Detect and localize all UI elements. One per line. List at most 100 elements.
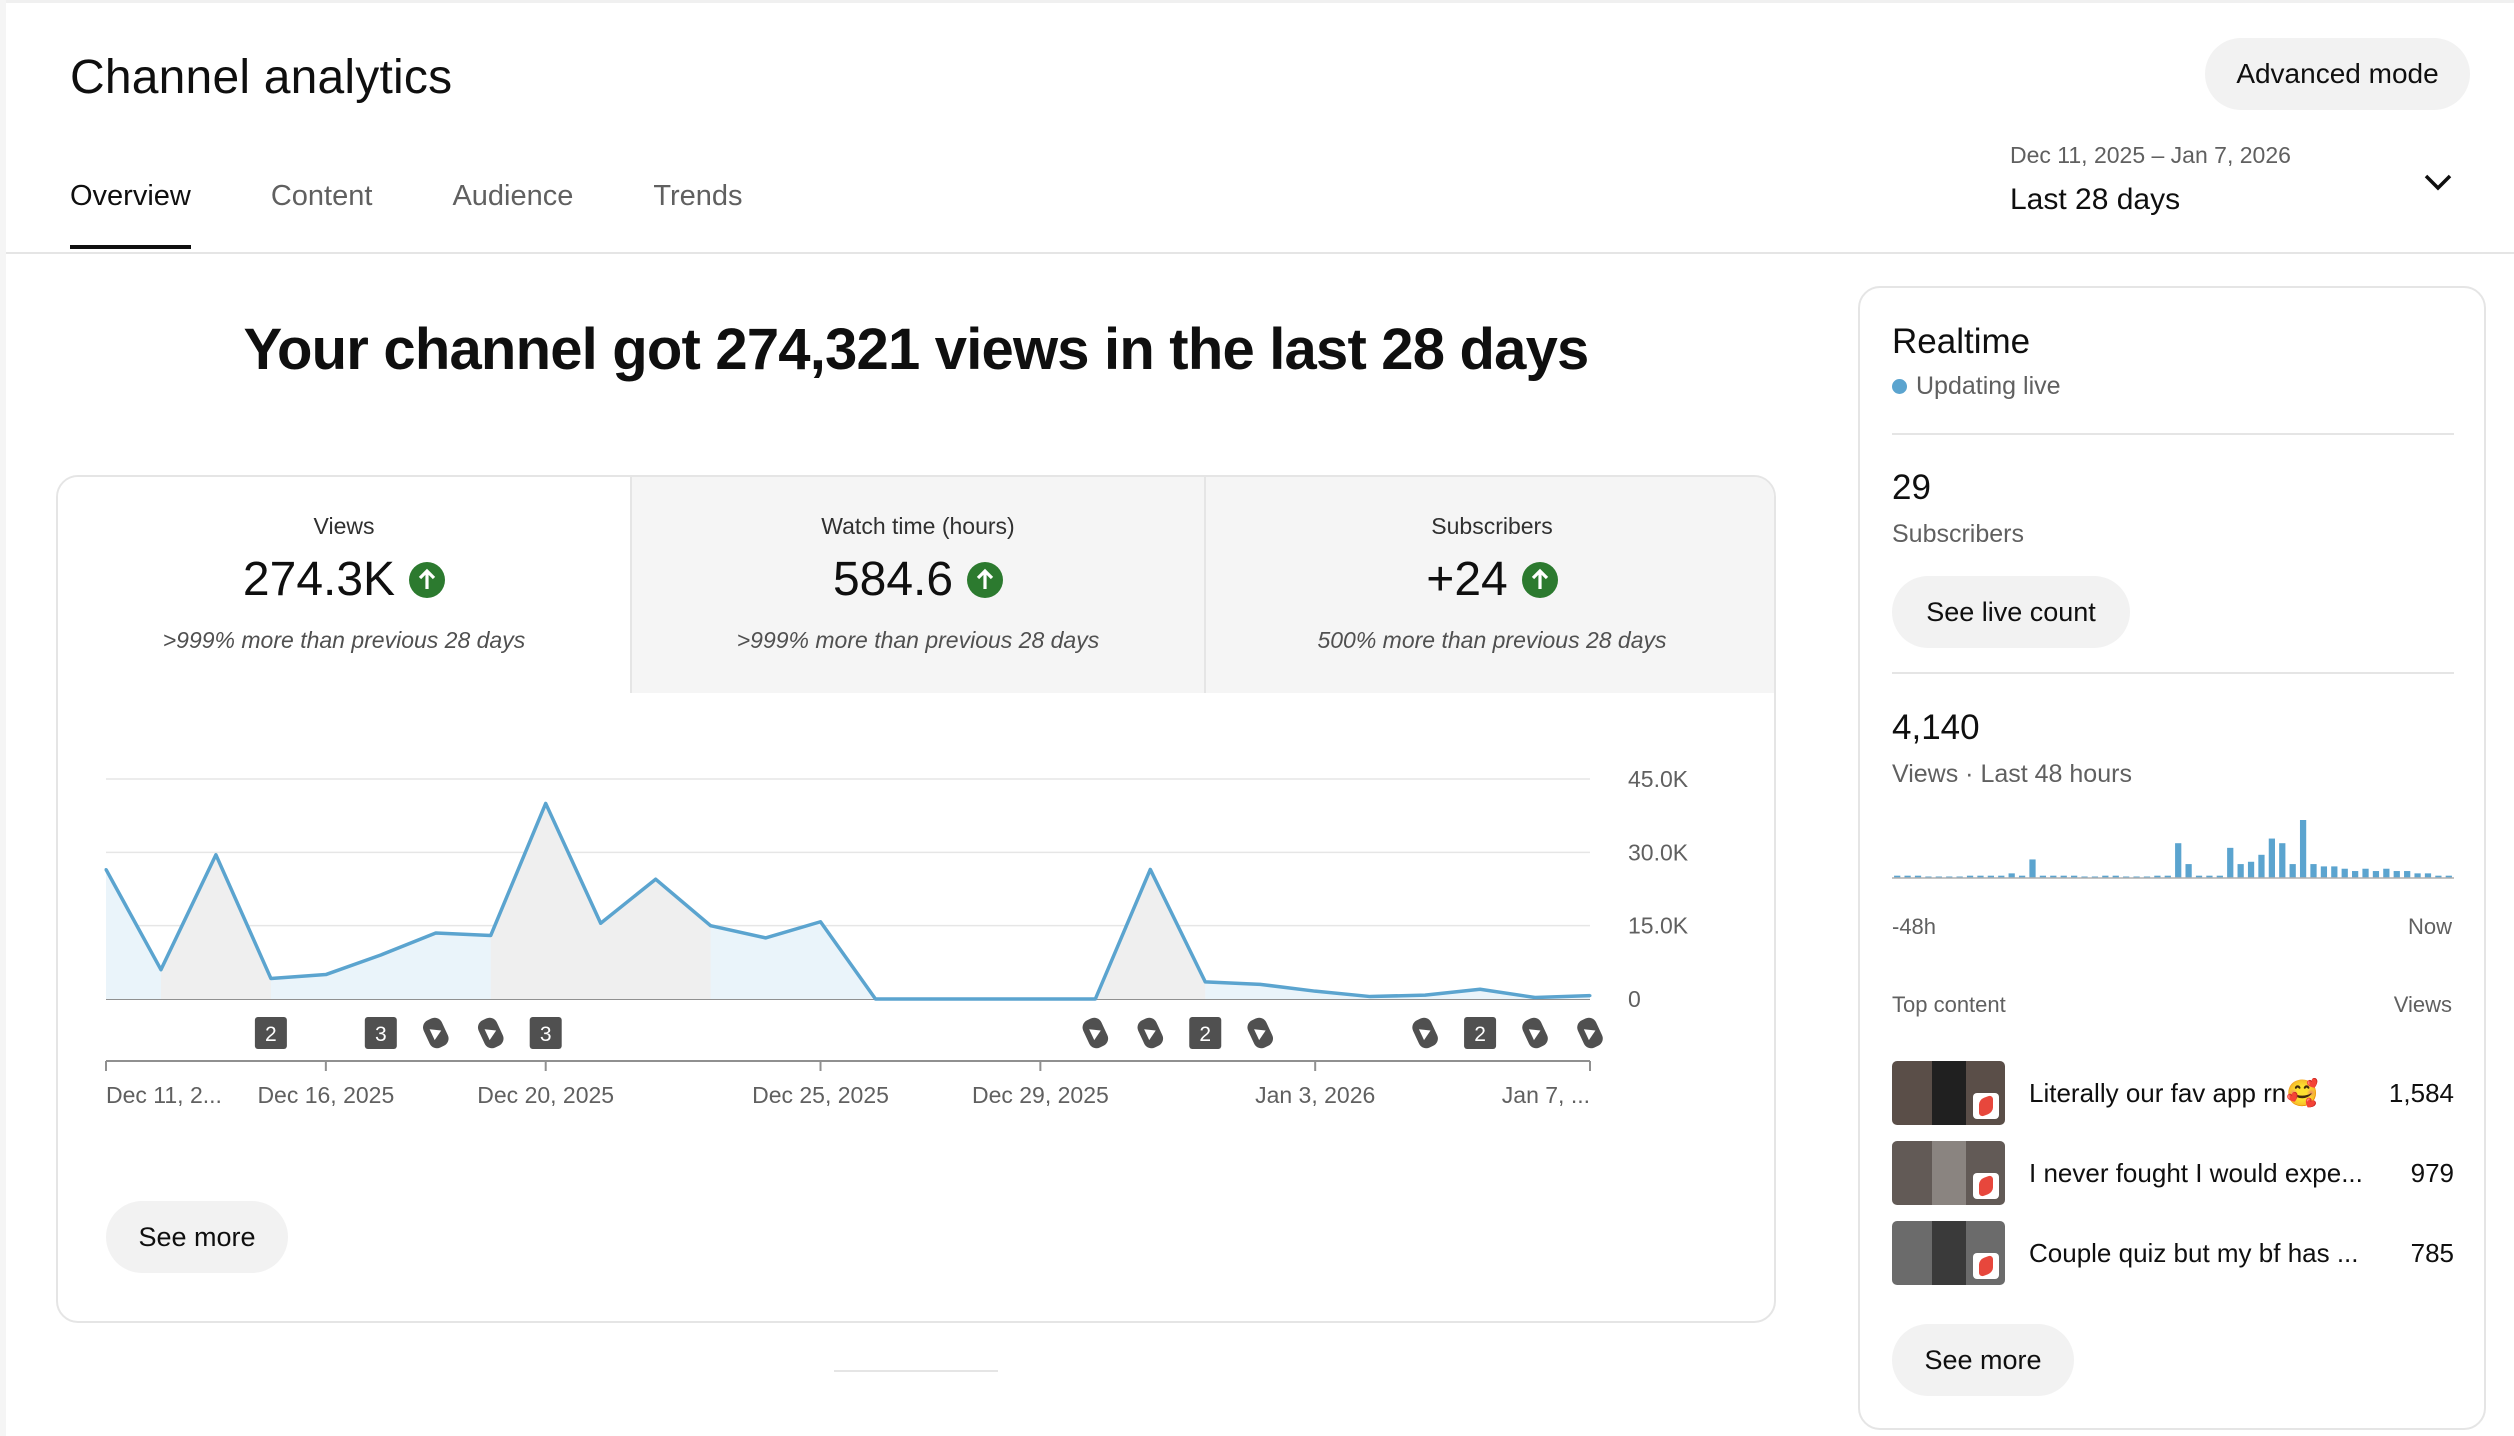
y-tick-label: 15.0K [1628, 913, 1689, 939]
realtime-axis-end: Now [2407, 914, 2452, 939]
data-point [873, 997, 877, 1001]
advanced-mode-button[interactable]: Advanced mode [2205, 38, 2470, 110]
top-content-item[interactable]: Couple quiz but my bf has ... 785 [1892, 1220, 2454, 1286]
upload-count-label: 3 [375, 1023, 387, 1046]
live-status-text: Updating live [1916, 372, 2061, 400]
metric-value-row: 584.6 [632, 552, 1204, 607]
shorts-icon [1412, 1017, 1438, 1049]
data-point [269, 976, 273, 980]
upload-count-marker [1189, 1017, 1222, 1049]
realtime-bar [2060, 875, 2067, 878]
top-content-item[interactable]: Literally our fav app rn🥰 1,584 [1892, 1060, 2454, 1126]
realtime-bar [2154, 875, 2161, 878]
upload-count-label: 2 [1199, 1023, 1211, 1046]
views-chart[interactable]: 45.0K 30.0K 15.0K 0 2 3 3 2 2 Dec 11, 2... Dec 16,… [58, 693, 1776, 1123]
realtime-bar [2008, 873, 2015, 878]
upload-count-label: 3 [540, 1023, 552, 1046]
realtime-bar [2352, 871, 2359, 878]
upload-count-marker [529, 1017, 562, 1049]
views-chart-svg[interactable]: 45.0K 30.0K 15.0K 0 2 3 3 2 2 Dec 11, 2... Dec 16,… [58, 693, 1776, 1123]
data-point [159, 968, 163, 972]
data-point [379, 953, 383, 957]
data-point [1093, 997, 1097, 1001]
data-point [709, 924, 713, 928]
realtime-subscribers: 29 [1892, 468, 1931, 507]
realtime-bar [2341, 868, 2348, 878]
tab-overview[interactable]: Overview [70, 180, 191, 252]
video-views: 785 [2410, 1237, 2454, 1268]
realtime-bar [2289, 864, 2296, 878]
realtime-bar [1904, 875, 1911, 878]
date-range-text: Dec 11, 2025 – Jan 7, 2026 [2010, 142, 2291, 168]
arrow-up-icon [1521, 561, 1558, 598]
series-line [104, 801, 1591, 1001]
data-point [324, 973, 328, 977]
left-border [0, 0, 6, 1436]
see-more-button[interactable]: See more [106, 1201, 288, 1273]
data-point [764, 936, 768, 940]
realtime-bar [2331, 866, 2338, 878]
upload-count-label: 2 [265, 1023, 277, 1046]
realtime-bar [2039, 875, 2047, 878]
data-point [1038, 997, 1042, 1001]
realtime-bar [1894, 875, 1901, 878]
data-point [1148, 867, 1152, 871]
realtime-card: Realtime Updating live 29 Subscribers Se… [1858, 286, 2486, 1430]
thumbnail-frame [1932, 1221, 1966, 1285]
data-point [1423, 993, 1427, 997]
metric-comparison: 500% more than previous 28 days [1317, 627, 1667, 653]
tabs-divider [6, 252, 2514, 254]
tab-trends[interactable]: Trends [653, 180, 743, 212]
realtime-bar-chart[interactable] [1892, 818, 2454, 882]
realtime-bar [2393, 871, 2400, 878]
realtime-bar [2372, 871, 2380, 878]
realtime-bar [2185, 864, 2192, 878]
metric-label: Views [313, 513, 375, 539]
realtime-bar [1914, 875, 1922, 878]
realtime-title: Realtime [1892, 322, 2031, 361]
metric-views[interactable]: Views 274.3K >999% more than previous 28… [58, 477, 630, 693]
shorts-icon [1973, 1093, 1999, 1119]
thumbnail-frame [1932, 1061, 1966, 1125]
data-point [544, 801, 548, 805]
realtime-bar [2279, 843, 2286, 878]
realtime-bar [2018, 875, 2026, 878]
see-more-realtime-button[interactable]: See more [1892, 1324, 2074, 1396]
realtime-bar [2164, 875, 2171, 878]
page-title: Channel analytics [70, 51, 453, 104]
date-range-selector[interactable]: Dec 11, 2025 – Jan 7, 2026 Last 28 days [2010, 142, 2460, 222]
realtime-views: 4,140 [1892, 708, 1980, 747]
realtime-bar [2247, 861, 2255, 878]
upload-count-label: 2 [1474, 1023, 1486, 1046]
realtime-bar [1998, 875, 2005, 878]
shorts-icon [1082, 1017, 1109, 1049]
realtime-bar [2362, 868, 2369, 878]
data-point [214, 853, 218, 857]
top-content-item[interactable]: I never fought I would expe... 979 [1892, 1140, 2454, 1206]
chart-area-highlight [160, 854, 271, 999]
tab-audience[interactable]: Audience [452, 180, 574, 212]
realtime-bar [2268, 838, 2275, 878]
video-title: Couple quiz but my bf has ... [2029, 1237, 2359, 1268]
data-point [599, 921, 603, 925]
realtime-bar [2195, 875, 2203, 878]
data-point [104, 867, 108, 871]
realtime-bar [2320, 866, 2328, 878]
metric-watch-time[interactable]: Watch time (hours) 584.6 >999% more than… [630, 477, 1204, 693]
y-tick-label: 30.0K [1628, 839, 1689, 865]
shorts-icon [1577, 1017, 1603, 1049]
chart-area-highlight [1095, 869, 1206, 999]
metric-label: Watch time (hours) [821, 513, 1015, 539]
tab-content[interactable]: Content [270, 180, 373, 212]
realtime-bar [2435, 875, 2442, 878]
realtime-bar [2071, 875, 2078, 878]
shorts-icon [477, 1017, 504, 1049]
y-tick-label: 45.0K [1628, 766, 1689, 792]
see-live-count-button[interactable]: See live count [1892, 576, 2130, 648]
metric-value: 274.3K [242, 553, 396, 606]
data-point [819, 920, 823, 924]
metric-subscribers[interactable]: Subscribers +24 500% more than previous … [1204, 477, 1774, 693]
chevron-down-icon[interactable] [2420, 168, 2456, 194]
realtime-subscribers-label: Subscribers [1892, 520, 2024, 548]
views-column-heading: Views [2393, 992, 2452, 1017]
